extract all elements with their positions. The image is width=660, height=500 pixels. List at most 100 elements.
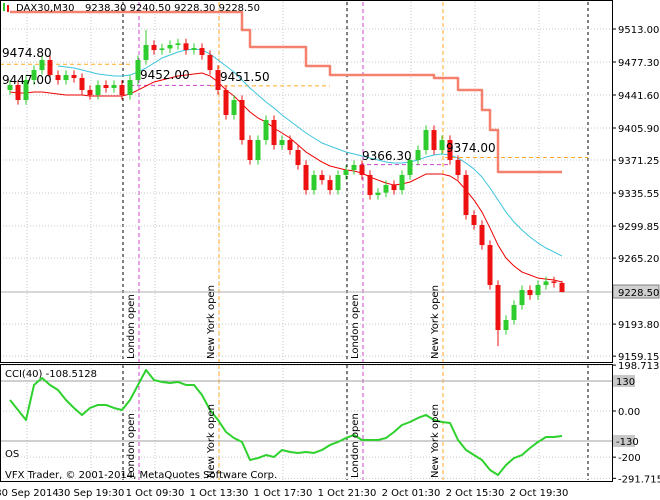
event-label: New York open [430,285,441,359]
y-tick-label: -200 [618,453,641,464]
indicator-panel-frame [0,364,613,482]
candle-body [327,180,333,191]
candle-body [7,85,13,91]
candle-body [231,99,237,115]
candle-body [39,59,45,71]
candle-body [199,48,205,55]
icon-bar [3,3,5,11]
candle-body [223,90,229,115]
candle-body [215,70,221,91]
indicator-line [10,10,562,174]
indicator-line [9,72,563,283]
candle-body [423,130,429,151]
event-label: New York open [430,404,441,478]
candle-body [463,174,469,216]
candle-body [119,85,125,96]
candle-body [399,174,405,191]
candle-body [95,85,101,96]
candle-body [303,164,309,191]
y-tick-label: 9513.00 [618,25,659,36]
candle-body [191,48,197,50]
candle-body [103,85,109,88]
candle-body [15,85,21,100]
candle-body [479,224,485,246]
candle-body [359,164,365,175]
symbol-icon [3,3,9,12]
candle-body [127,80,133,96]
candle-body [503,320,509,331]
candle-body [23,80,29,100]
candle-body [47,59,53,76]
candle-body [295,150,301,165]
candle-body [343,169,349,175]
candle-body [31,70,37,81]
icon-bar [7,5,9,12]
candle-body [135,59,141,81]
x-tick-label: 2 Oct 19:30 [510,488,569,499]
candle-body [511,305,517,321]
y-tick-label: 9441.60 [618,91,659,102]
candle-body [487,245,493,285]
marks-layer [7,10,565,476]
candle-body [143,44,149,60]
candle-body [415,150,421,160]
candle-body [551,281,557,283]
candle-body [87,90,93,96]
candle-body [447,140,453,160]
x-tick-label: 1 Oct 17:30 [254,488,313,499]
candle-body [247,140,253,160]
y-tick-label: 9405.90 [618,124,659,135]
candle-body [471,215,477,225]
candle-body [431,130,437,151]
price-annotation: 9452.00 [140,68,190,82]
x-tick-label: 2 Oct 01:30 [382,488,441,499]
symbol: DAX30,M30 [16,3,74,14]
level-label: -130 [616,437,639,448]
candle-body [159,48,165,50]
candle-body [183,43,189,50]
grid-layer [0,2,612,480]
candle-body [535,284,541,296]
candle-body [63,75,69,81]
candle-body [279,140,285,146]
level-box [613,434,635,447]
y-tick-label: 9371.25 [618,156,659,167]
price-annotation: 9474.80 [2,46,52,60]
copyright: VFX Trader, © 2001-2014, MetaQuotes Soft… [5,470,277,481]
candle-body [367,174,373,196]
y-tick-label: 198.7131 [618,361,660,372]
candle-body [111,85,117,88]
candle-body [263,119,269,141]
candle-body [351,164,357,170]
indicator-label: OS [5,449,19,460]
event-label: London open [350,294,361,359]
price-annotation: 9366.30 [362,149,412,163]
candle-body [175,43,181,45]
candle-body [495,284,501,331]
x-tick-label: 1 Oct 09:30 [126,488,185,499]
y-tick-label: 9335.55 [618,189,659,200]
candle-body [439,140,445,151]
candle-body [455,159,461,175]
indicator-line [9,368,563,476]
candle-body [335,174,341,191]
current-price-label: 9228.50 [618,288,659,299]
candle-body [287,140,293,151]
y-tick-label: -291.7159 [618,474,660,485]
candle-body [239,99,245,141]
x-tick-label: 1 Oct 13:30 [190,488,249,499]
level-label: 130 [616,377,635,388]
y-tick-label: 9477.30 [618,58,659,69]
y-tick-label: 0.00 [618,407,640,418]
candle-body [271,119,277,146]
level-box [613,374,635,387]
price-annotation: 9374.00 [446,141,496,155]
x-tick-label: 2 Oct 15:30 [446,488,505,499]
candle-body [519,289,525,306]
candle-body [255,140,261,160]
candle-body [543,281,549,285]
indicator-title: CCI(40) -108.5128 [5,369,97,380]
candle-body [55,75,61,81]
y-tick-label: 9299.85 [618,222,659,233]
